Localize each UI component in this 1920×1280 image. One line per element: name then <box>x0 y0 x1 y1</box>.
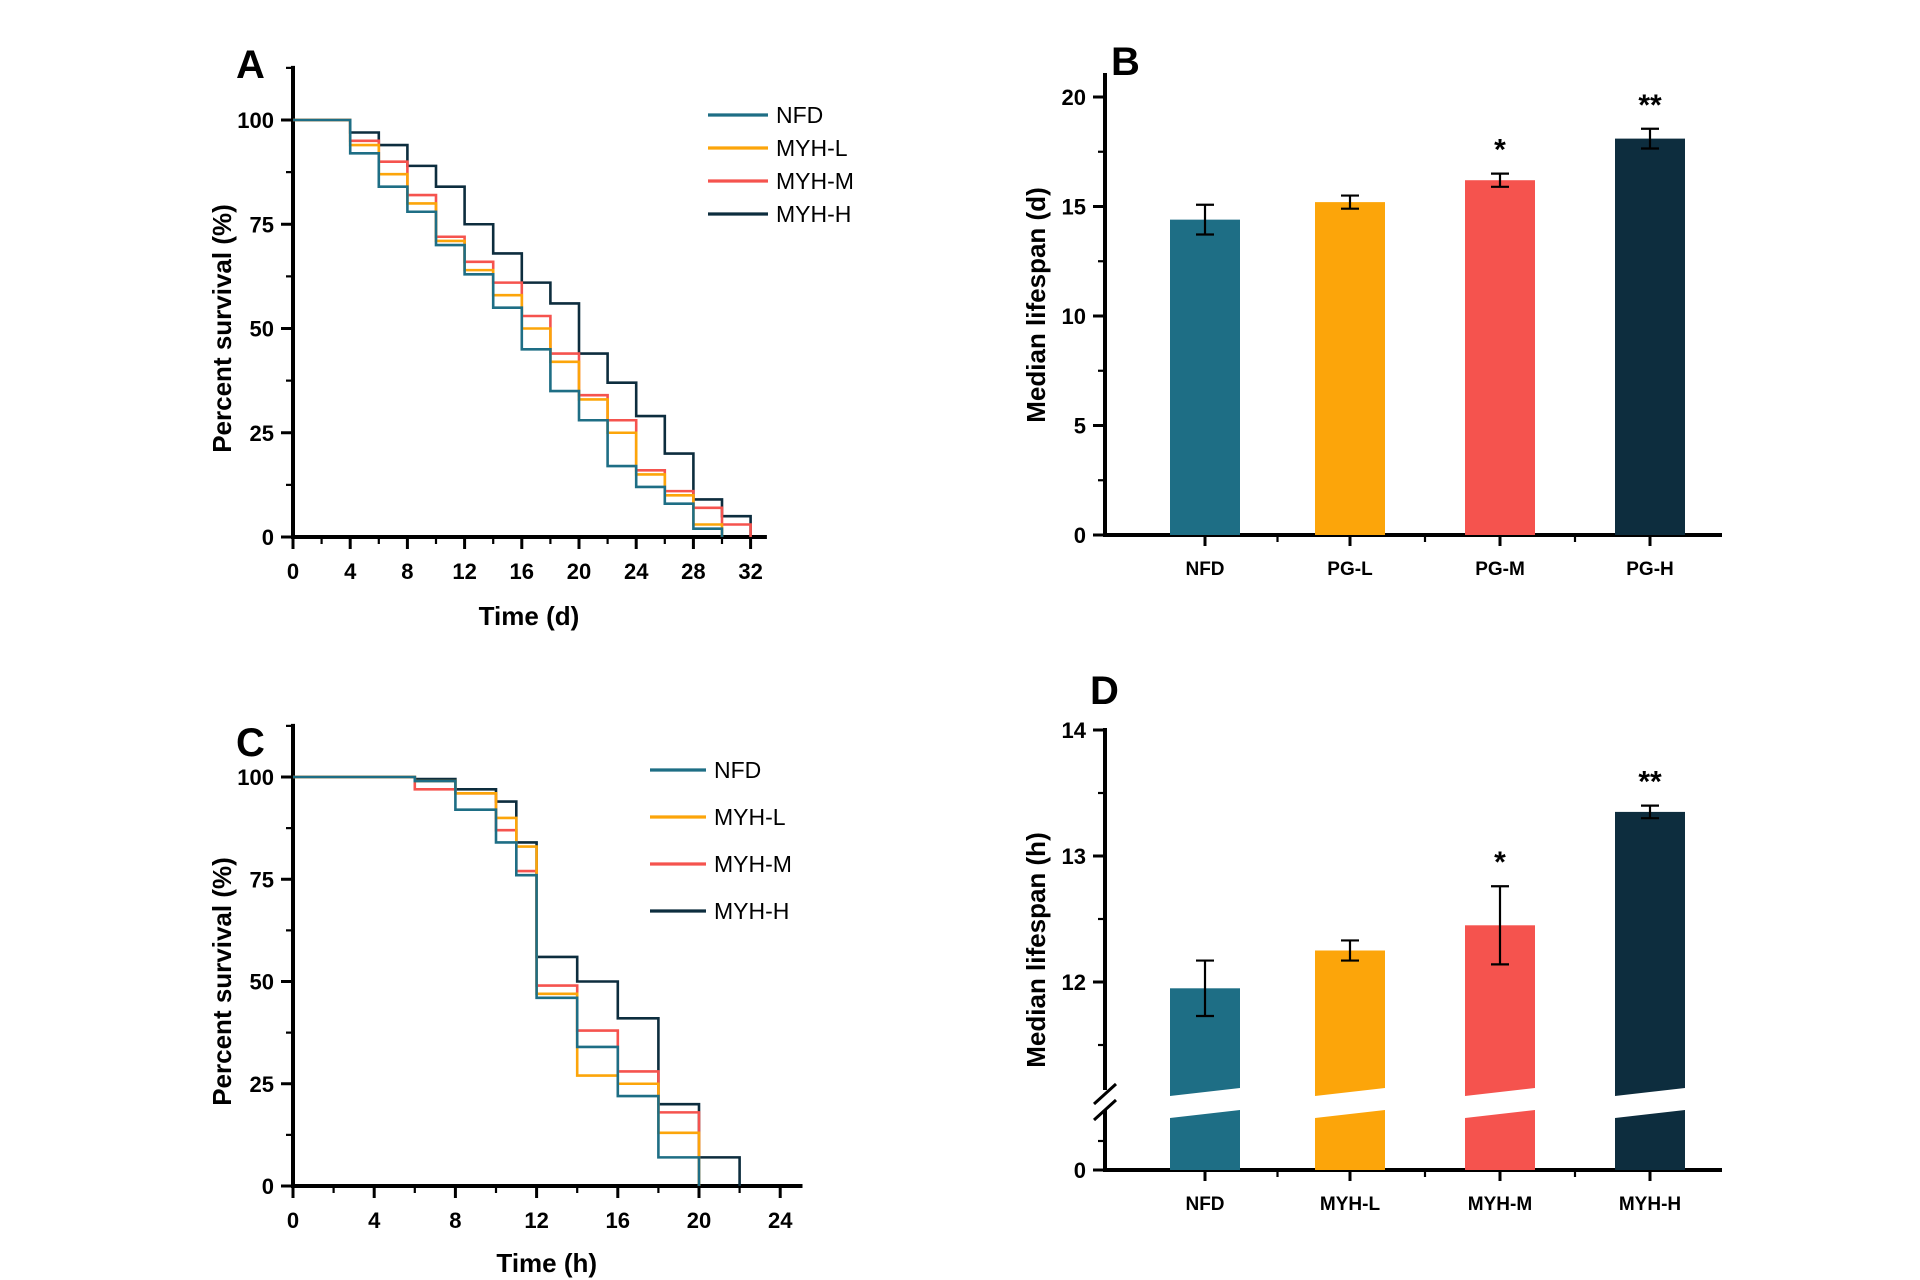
legend-label: MYH-M <box>714 851 792 877</box>
y-tick-label: 0 <box>1074 1158 1086 1183</box>
panel-c-survival-chart: C 0 25 50 75 100 0 4 8 12 16 20 24 Time (h) Percent su… <box>207 721 803 1278</box>
y-tick-label: 12 <box>1062 970 1086 995</box>
bar-myh-l <box>1315 950 1385 1170</box>
legend-item-myh-m: MYH-M <box>708 168 854 194</box>
y-tick-label: 50 <box>250 970 274 995</box>
x-tick-label: 24 <box>768 1208 793 1233</box>
y-tick-label: 100 <box>237 765 274 790</box>
survival-curve-nfd <box>293 118 724 537</box>
x-tick-label: 12 <box>452 559 476 584</box>
axis-break-slash <box>1092 1082 1118 1106</box>
category-label: PG-L <box>1327 559 1373 580</box>
y-axis-title: Percent survival (%) <box>207 857 237 1106</box>
y-tick-label: 5 <box>1074 414 1086 439</box>
y-tick-label: 75 <box>250 867 274 892</box>
x-tick-label: 16 <box>510 559 534 584</box>
axis-break-slash <box>1092 1098 1118 1122</box>
x-tick-label: 20 <box>567 559 591 584</box>
panel-label-c: C <box>236 721 265 765</box>
y-tick-label: 15 <box>1062 195 1086 220</box>
y-axis-title: Percent survival (%) <box>207 204 237 453</box>
panel-label-d: D <box>1090 669 1119 713</box>
legend-label: MYH-L <box>714 804 786 830</box>
y-tick-label: 25 <box>250 1072 274 1097</box>
y-axis-title: Median lifespan (d) <box>1021 187 1051 422</box>
y-tick-label: 14 <box>1062 718 1087 743</box>
legend-item-nfd: NFD <box>650 757 761 783</box>
legend-item-myh-h: MYH-H <box>650 898 789 924</box>
bar-nfd <box>1170 219 1240 535</box>
x-tick-label: 32 <box>738 559 762 584</box>
bar-pg-l <box>1315 202 1385 535</box>
legend-item-nfd: NFD <box>708 102 823 128</box>
x-tick-label: 16 <box>606 1208 630 1233</box>
bar-myh-m <box>1465 925 1535 1170</box>
legend-label: NFD <box>776 102 823 128</box>
category-label: PG-M <box>1475 559 1525 580</box>
x-axis-title: Time (h) <box>496 1248 597 1278</box>
significance-marker: * <box>1494 846 1506 879</box>
survival-curve-myh-l <box>293 118 724 537</box>
significance-marker: * <box>1494 134 1506 167</box>
x-tick-label: 8 <box>449 1208 461 1233</box>
panel-a-survival-chart: A 0 25 50 75 100 0 4 8 12 16 20 24 28 32 Time (d) Percen… <box>207 43 854 631</box>
x-tick-label: 4 <box>344 559 357 584</box>
bar-break-gap <box>1465 1088 1535 1118</box>
y-tick-label: 0 <box>262 1174 274 1199</box>
survival-curve-myh-m <box>293 118 752 537</box>
y-tick-label: 0 <box>262 525 274 550</box>
legend-item-myh-m: MYH-M <box>650 851 792 877</box>
y-tick-label: 13 <box>1062 844 1086 869</box>
bar-nfd <box>1170 988 1240 1170</box>
y-tick-label: 10 <box>1062 304 1086 329</box>
y-tick-label: 20 <box>1062 85 1086 110</box>
y-axis-title: Median lifespan (h) <box>1021 832 1051 1067</box>
y-tick-label: 0 <box>1074 523 1086 548</box>
category-label: MYH-H <box>1619 1194 1681 1215</box>
x-tick-label: 0 <box>287 559 299 584</box>
category-label: NFD <box>1185 559 1224 580</box>
survival-curve-nfd <box>293 775 701 1186</box>
significance-marker: ** <box>1638 766 1662 799</box>
panel-d-broken-bar-chart: D 12 13 14 0 NFD MYH-L * MYH-M ** MYH-H Median life… <box>1021 669 1722 1215</box>
x-tick-label: 12 <box>524 1208 548 1233</box>
x-tick-label: 20 <box>687 1208 711 1233</box>
bar-pg-h <box>1615 138 1685 536</box>
category-label: NFD <box>1185 1194 1224 1215</box>
panel-label-b: B <box>1111 40 1140 84</box>
legend-label: MYH-M <box>776 168 854 194</box>
legend-label: MYH-H <box>714 898 789 924</box>
bar-break-gap <box>1615 1088 1685 1118</box>
legend-item-myh-l: MYH-L <box>708 135 848 161</box>
x-tick-label: 28 <box>681 559 705 584</box>
y-tick-label: 75 <box>250 212 274 237</box>
legend-label: MYH-H <box>776 201 851 227</box>
x-tick-label: 0 <box>287 1208 299 1233</box>
y-tick-label: 25 <box>250 421 274 446</box>
bar-break-gap <box>1170 1088 1240 1118</box>
y-tick-label: 50 <box>250 317 274 342</box>
x-tick-label: 24 <box>624 559 649 584</box>
legend-label: MYH-L <box>776 135 848 161</box>
legend-item-myh-h: MYH-H <box>708 201 851 227</box>
category-label: MYH-L <box>1320 1194 1381 1215</box>
legend-item-myh-l: MYH-L <box>650 804 786 830</box>
legend-label: NFD <box>714 757 761 783</box>
survival-curve-myh-h <box>293 118 752 537</box>
y-tick-label: 100 <box>237 108 274 133</box>
significance-marker: ** <box>1638 89 1662 122</box>
bar-break-gap <box>1315 1088 1385 1118</box>
category-label: PG-H <box>1626 559 1674 580</box>
panel-b-bar-chart: B 0 5 10 15 20 NFD PG-L * PG-M ** PG-H Median lifesp… <box>1021 40 1722 580</box>
x-axis-title: Time (d) <box>479 601 580 631</box>
bar-pg-m <box>1465 180 1535 535</box>
category-label: MYH-M <box>1468 1194 1532 1215</box>
x-tick-label: 8 <box>401 559 413 584</box>
panel-label-a: A <box>236 43 265 87</box>
x-tick-label: 4 <box>368 1208 381 1233</box>
